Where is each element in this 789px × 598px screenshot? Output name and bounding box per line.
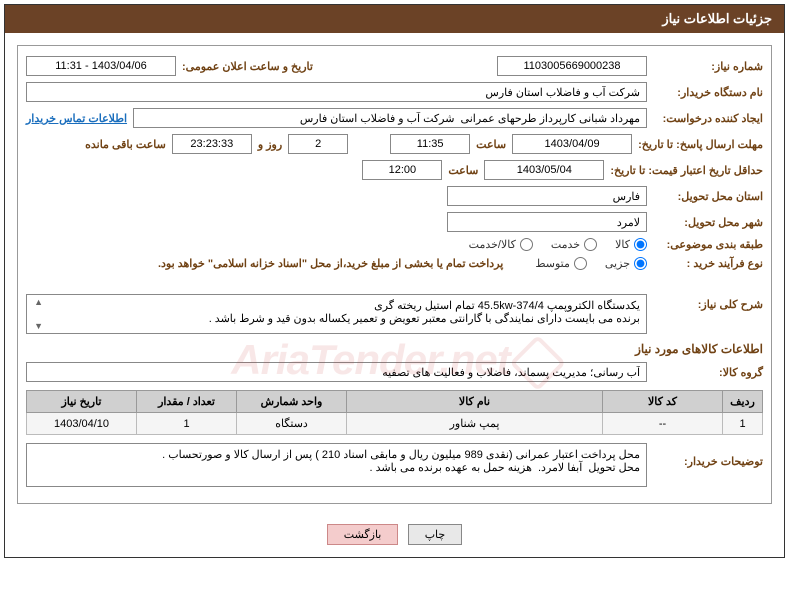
field-buyer-org [26,82,647,102]
field-resp-days [288,134,348,154]
label-response-deadline: مهلت ارسال پاسخ: تا تاریخ: [638,138,763,151]
details-panel: AriaTender.net شماره نیاز: تاریخ و ساعت … [17,45,772,504]
cell-date: 1403/04/10 [27,413,137,435]
field-goods-group [26,362,647,382]
label-time-remaining: ساعت باقی مانده [85,138,166,151]
cell-name: پمپ شناور [347,413,603,435]
field-buyer-notes: محل پرداخت اعتبار عمرانی (نقدی 989 میلیو… [26,443,647,487]
th-name: نام کالا [347,391,603,413]
goods-table: ردیف کد کالا نام کالا واحد شمارش تعداد /… [26,390,763,435]
field-city [447,212,647,232]
label-announce-dt: تاریخ و ساعت اعلان عمومی: [182,60,313,73]
label-classification: طبقه بندی موضوعی: [653,238,763,251]
section-goods-info: اطلاعات کالاهای مورد نیاز [26,342,763,356]
field-province [447,186,647,206]
label-price-validity: حداقل تاریخ اعتبار قیمت: تا تاریخ: [610,164,763,177]
th-idx: ردیف [723,391,763,413]
row-requester: ایجاد کننده درخواست: اطلاعات تماس خریدار [26,108,763,128]
label-buyer-org: نام دستگاه خریدار: [653,86,763,99]
row-buyer-org: نام دستگاه خریدار: [26,82,763,102]
label-goods-group: گروه کالا: [653,366,763,379]
cell-idx: 1 [723,413,763,435]
th-code: کد کالا [603,391,723,413]
scroll-down-icon: ▼ [29,321,43,331]
radio-goods-service[interactable]: کالا/خدمت [469,238,533,251]
label-purchase-type: نوع فرآیند خرید : [653,257,763,270]
field-valid-date [484,160,604,180]
field-requester [133,108,647,128]
radio-group-class: کالا خدمت کالا/خدمت [469,238,647,251]
label-general-desc: شرح کلی نیاز: [653,294,763,311]
label-days-and: روز و [258,138,282,151]
row-goods-group: گروه کالا: [26,362,763,382]
row-general-desc: شرح کلی نیاز: یکدستگاه الکتروپمپ 45.5kw-… [26,294,763,334]
page-header: جزئیات اطلاعات نیاز [5,5,784,33]
row-province: استان محل تحویل: [26,186,763,206]
field-resp-date [512,134,632,154]
page-title: جزئیات اطلاعات نیاز [662,11,772,26]
radio-medium[interactable]: متوسط [535,257,587,270]
payment-note: پرداخت تمام یا بخشی از مبلغ خرید،از محل … [158,257,503,270]
field-announce-dt [26,56,176,76]
button-bar: چاپ بازگشت [5,516,784,557]
link-buyer-contact[interactable]: اطلاعات تماس خریدار [26,112,127,125]
field-general-desc: یکدستگاه الکتروپمپ 45.5kw-374/4 تمام است… [26,294,647,334]
row-need-number: شماره نیاز: تاریخ و ساعت اعلان عمومی: [26,56,763,76]
label-city: شهر محل تحویل: [653,216,763,229]
label-need-no: شماره نیاز: [653,60,763,73]
cell-code: -- [603,413,723,435]
radio-group-type: جزیی متوسط [535,257,647,270]
scroll-up-icon: ▲ [29,297,43,307]
row-classification: طبقه بندی موضوعی: کالا خدمت کالا/خدمت [26,238,763,251]
row-buyer-notes: توضیحات خریدار: محل پرداخت اعتبار عمرانی… [26,443,763,487]
table-header-row: ردیف کد کالا نام کالا واحد شمارش تعداد /… [27,391,763,413]
cell-unit: دستگاه [237,413,347,435]
th-date: تاریخ نیاز [27,391,137,413]
label-province: استان محل تحویل: [653,190,763,203]
row-response-deadline: مهلت ارسال پاسخ: تا تاریخ: ساعت روز و سا… [26,134,763,154]
row-city: شهر محل تحویل: [26,212,763,232]
field-valid-time [362,160,442,180]
main-container: جزئیات اطلاعات نیاز AriaTender.net شماره… [4,4,785,558]
radio-goods[interactable]: کالا [615,238,647,251]
table-row: 1 -- پمپ شناور دستگاه 1 1403/04/10 [27,413,763,435]
cell-qty: 1 [137,413,237,435]
textarea-scroll[interactable]: ▲▼ [29,297,43,331]
label-buyer-notes: توضیحات خریدار: [653,443,763,468]
row-price-validity: حداقل تاریخ اعتبار قیمت: تا تاریخ: ساعت [26,160,763,180]
field-resp-time [390,134,470,154]
th-qty: تعداد / مقدار [137,391,237,413]
field-need-no [497,56,647,76]
th-unit: واحد شمارش [237,391,347,413]
print-button[interactable]: چاپ [408,524,463,545]
label-time-1: ساعت [476,138,506,151]
back-button[interactable]: بازگشت [327,524,399,545]
row-purchase-type: نوع فرآیند خرید : جزیی متوسط پرداخت تمام… [26,257,763,270]
radio-service[interactable]: خدمت [551,238,597,251]
field-resp-remaining [172,134,252,154]
label-time-2: ساعت [448,164,478,177]
radio-partial[interactable]: جزیی [605,257,647,270]
label-requester: ایجاد کننده درخواست: [653,112,763,125]
